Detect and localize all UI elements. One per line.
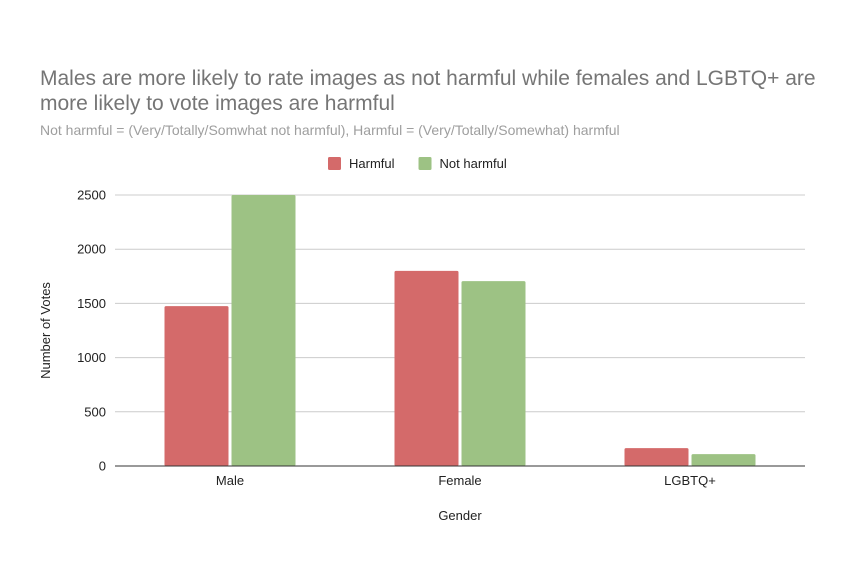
y-tick-label: 2500: [77, 188, 106, 203]
x-axis-categories: Male Female LGBTQ+: [216, 473, 716, 488]
legend-label: Harmful: [349, 156, 395, 171]
y-axis-label: Number of Votes: [38, 282, 53, 379]
bar-harmful-male: [164, 306, 229, 466]
bar-not-harmful-lgbtq-: [691, 454, 756, 466]
x-category-label: Female: [438, 473, 481, 488]
y-tick-label: 1000: [77, 350, 106, 365]
legend-swatch-harmful: [328, 157, 341, 170]
x-category-label: LGBTQ+: [664, 473, 716, 488]
legend: Harmful Not harmful: [328, 156, 507, 171]
legend-label: Not harmful: [440, 156, 507, 171]
y-tick-label: 0: [99, 459, 106, 474]
y-tick-label: 2000: [77, 242, 106, 257]
y-axis-ticks: 0 500 1000 1500 2000 2500: [77, 188, 106, 474]
chart-subtitle: Not harmful = (Very/Totally/Somwhat not …: [40, 122, 620, 138]
y-tick-label: 1500: [77, 296, 106, 311]
bar-not-harmful-female: [461, 281, 526, 466]
gridlines: [115, 194, 805, 413]
chart-title: Males are more likely to rate images as …: [40, 67, 816, 115]
x-axis-label: Gender: [438, 508, 482, 523]
bar-harmful-female: [394, 270, 459, 466]
y-tick-label: 500: [84, 404, 106, 419]
x-category-label: Male: [216, 473, 244, 488]
bar-harmful-lgbtq-: [624, 448, 689, 466]
legend-swatch-not-harmful: [418, 157, 432, 170]
bars: [164, 195, 756, 466]
bar-not-harmful-male: [231, 195, 296, 466]
